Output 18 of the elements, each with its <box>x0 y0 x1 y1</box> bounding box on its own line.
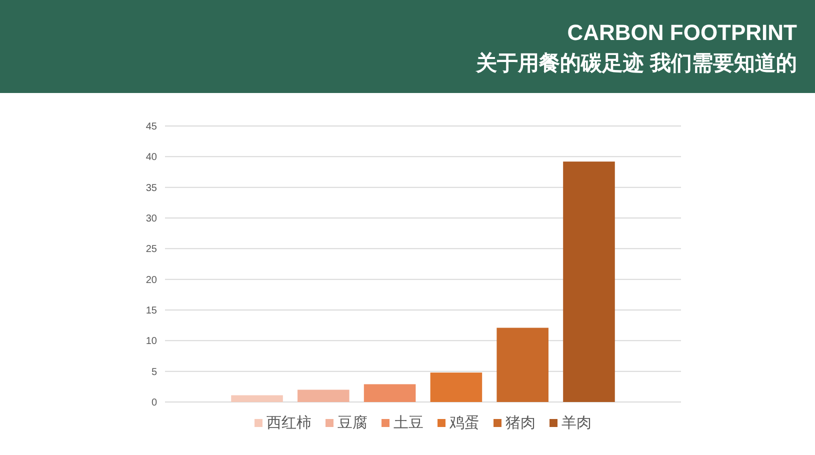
legend-label: 西红柿 <box>266 414 312 432</box>
y-tick-label: 0 <box>151 398 158 408</box>
legend-label: 羊肉 <box>562 414 592 432</box>
chart-subtitle: 关于用餐的碳足迹 我们需要知道的 <box>475 51 797 75</box>
y-tick-label: 35 <box>146 182 158 194</box>
y-tick-label: 15 <box>146 306 158 316</box>
legend-label: 鸡蛋 <box>448 414 480 432</box>
y-tick-label: 45 <box>146 122 158 132</box>
legend-label: 土豆 <box>394 414 424 432</box>
legend-label: 豆腐 <box>338 414 368 432</box>
y-tick-label: 25 <box>146 244 158 256</box>
chart-title: CARBON FOOTPRINT <box>567 20 798 45</box>
y-tick-label: 30 <box>146 214 158 224</box>
y-tick-label: 20 <box>146 274 158 286</box>
y-tick-label: 10 <box>146 336 158 348</box>
y-tick-label: 40 <box>146 152 158 164</box>
y-tick-label: 5 <box>151 366 158 378</box>
legend-label: 猪肉 <box>506 414 536 432</box>
